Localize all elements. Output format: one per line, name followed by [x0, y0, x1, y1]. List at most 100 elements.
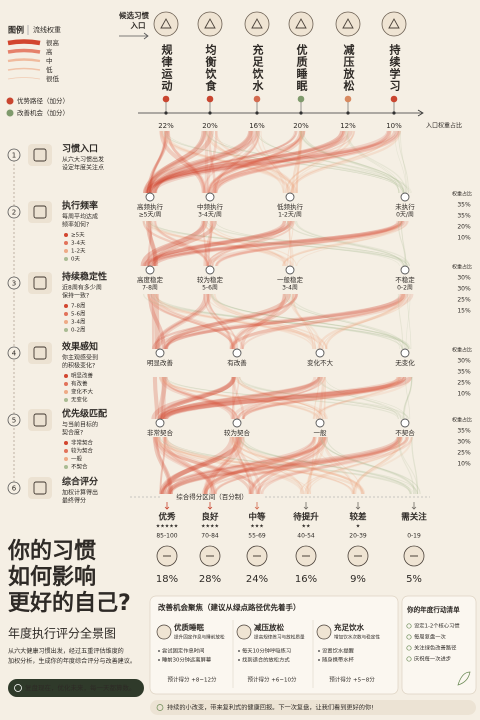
flow-node [400, 348, 410, 358]
step-option: 变化不大 [71, 388, 94, 396]
flow-line [299, 436, 409, 495]
legend-title: 图例 [8, 25, 24, 35]
flow-line [151, 220, 217, 267]
flow-line [400, 220, 407, 267]
headline-subtitle: 年度执行评分全景图 [8, 626, 116, 641]
flow-line [316, 376, 400, 420]
flow-line [149, 130, 167, 194]
step-number-circle [7, 148, 21, 162]
habit-name: 减压放松 [342, 43, 356, 92]
flow-line [203, 436, 408, 495]
node-detail: 5-6周 [202, 285, 218, 292]
step-icon [28, 409, 52, 431]
weight-value: 25% [457, 297, 471, 304]
flow-line [159, 130, 206, 194]
grade-stars: ★★★★ [201, 524, 219, 530]
flow-line [158, 376, 236, 420]
flow-line [159, 436, 412, 495]
flow-line [213, 436, 400, 495]
flow-line [215, 220, 403, 267]
flow-line [284, 130, 354, 194]
checklist-box [401, 595, 477, 695]
flow-line [202, 130, 254, 194]
step-option: 不契合 [71, 463, 88, 471]
flow-line [147, 220, 157, 267]
action-button[interactable]: 复盘现在，优化未来，每一天都算数。 [8, 679, 144, 697]
flow-line [148, 130, 346, 194]
flow-line [145, 220, 206, 267]
flow-line [250, 130, 289, 194]
flow-line [236, 376, 400, 420]
card-sub: 提升固定作息与睡前放松 [174, 634, 225, 641]
flow-line [152, 436, 216, 495]
entry-label: 入口 [130, 21, 146, 30]
check-bullet [406, 645, 412, 651]
flow-line [155, 293, 244, 350]
step-number-circle [7, 276, 21, 290]
step-option: 5-6周 [71, 311, 85, 318]
flow-line [150, 130, 306, 194]
node-name: 高度稳定 [137, 275, 164, 284]
flow-line [207, 220, 287, 267]
step-option: 7-8周 [71, 303, 85, 310]
flow-line [257, 436, 328, 495]
flow-line [286, 220, 405, 267]
flow-line [215, 220, 408, 267]
habit-name: 规律运动 [160, 43, 174, 92]
flow-line [160, 376, 318, 420]
flow-line [148, 130, 399, 194]
node-name: 高频执行 [137, 202, 164, 211]
flow-line [230, 436, 303, 495]
grade-arrow [355, 502, 361, 510]
flow-line [156, 436, 355, 495]
tip-bullet [238, 650, 240, 652]
step-option: 明显改善 [71, 372, 94, 380]
step-icon-glyph [33, 481, 47, 495]
flow-node [155, 348, 165, 358]
card-tip: 睡前30分钟远离屏幕 [162, 656, 212, 664]
entry-axis-arrow [417, 109, 424, 117]
flow-line [159, 376, 236, 420]
flow-line [157, 375, 404, 421]
flow-line [210, 293, 317, 350]
habit-glyph [342, 18, 354, 29]
grade-share: 18% [156, 574, 178, 585]
flow-line [212, 130, 260, 194]
flow-node [205, 265, 215, 275]
flow-line [154, 293, 406, 350]
flow-line [322, 293, 410, 350]
flow-line [346, 130, 407, 194]
step-number: 6 [12, 485, 17, 493]
step-icon-glyph [33, 148, 47, 162]
flow-line [146, 130, 206, 194]
habit-glyph [160, 18, 172, 29]
step-icon [28, 342, 52, 364]
flow-line [323, 436, 362, 495]
flow-line [147, 220, 294, 267]
grade-share: 9% [350, 574, 366, 585]
habit-share: 20% [202, 122, 218, 130]
flow-line [145, 130, 397, 194]
habit-dot [206, 95, 214, 103]
step-number: 3 [12, 280, 16, 288]
grade-arrow [303, 502, 309, 510]
flow-line [260, 436, 402, 495]
flow-line [154, 293, 409, 350]
flow-line [250, 436, 322, 495]
flow-line [231, 436, 366, 495]
flow-line [210, 130, 285, 194]
weight-value: 30% [457, 286, 471, 293]
flow-line [153, 293, 328, 350]
flow-line [237, 376, 326, 420]
card-tip: 随身携带水杯 [322, 656, 354, 664]
flow-line [207, 220, 213, 267]
legend-level: 很高 [46, 38, 60, 47]
legend-stroke [7, 39, 41, 46]
flow-line [292, 293, 316, 350]
flow-line [150, 293, 236, 350]
flow-line [203, 220, 213, 267]
habit-share: 12% [340, 122, 356, 130]
flow-line [147, 220, 153, 267]
flow-node [315, 418, 325, 428]
flow-line [231, 376, 240, 420]
